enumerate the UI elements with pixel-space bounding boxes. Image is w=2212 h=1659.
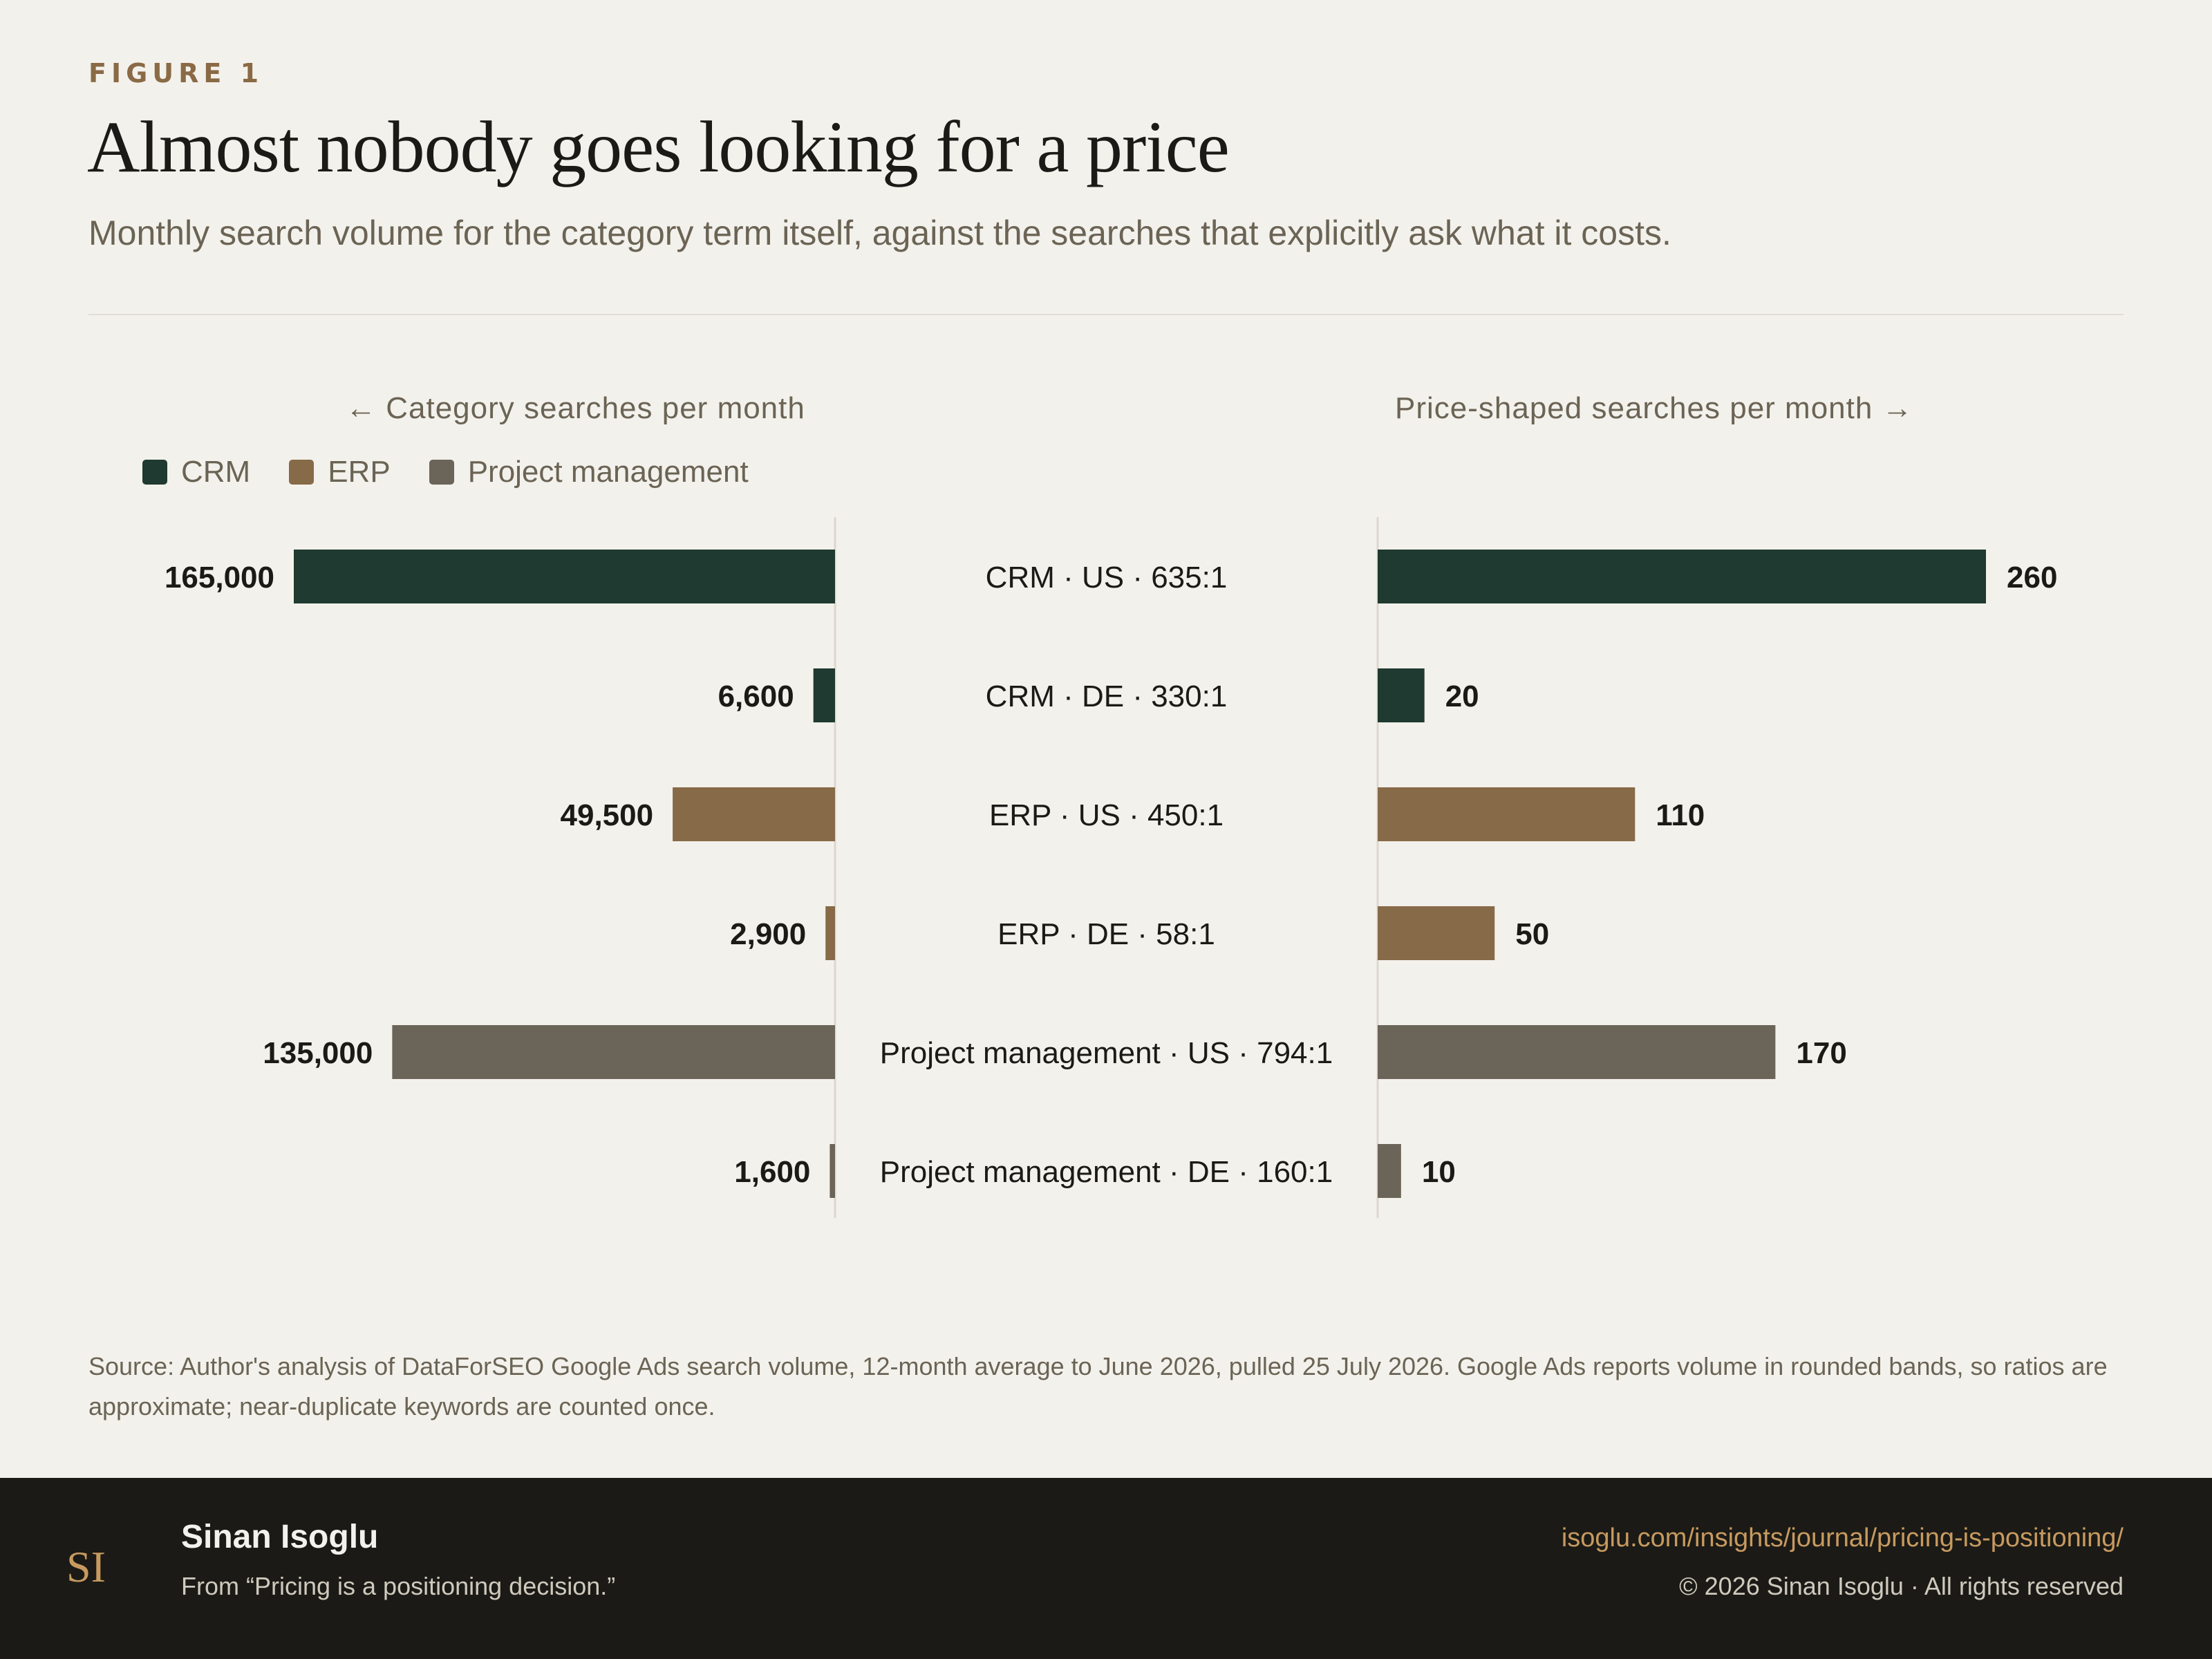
- category-label-1: CRM · DE · 330:1: [986, 679, 1228, 713]
- legend-swatch-erp: [289, 460, 315, 485]
- legend-swatch-crm: [142, 460, 167, 485]
- divider: [88, 314, 2124, 315]
- right-value-label-3: 50: [1515, 917, 1549, 951]
- right-bar-2: [1378, 787, 1635, 841]
- monogram-logo: SI: [66, 1542, 106, 1591]
- legend-label-project-management: Project management: [467, 455, 749, 489]
- legend: CRM ERP Project management: [142, 455, 787, 489]
- right-bar-1: [1378, 668, 1425, 722]
- left-bar-0: [294, 550, 835, 603]
- right-value-label-4: 170: [1796, 1036, 1846, 1070]
- category-label-2: ERP · US · 450:1: [989, 798, 1224, 832]
- category-label-0: CRM · US · 635:1: [986, 561, 1228, 594]
- right-bar-5: [1378, 1144, 1401, 1198]
- legend-swatch-project-management: [429, 460, 454, 485]
- chart-subtitle: Monthly search volume for the category t…: [88, 214, 1671, 252]
- legend-label-erp: ERP: [328, 455, 391, 489]
- figure-label: FIGURE 1: [88, 58, 264, 88]
- category-label-3: ERP · DE · 58:1: [997, 917, 1215, 951]
- right-bar-3: [1378, 906, 1495, 960]
- left-value-label-3: 2,900: [730, 917, 806, 951]
- left-bar-4: [392, 1025, 835, 1079]
- legend-item-erp: ERP: [289, 455, 391, 489]
- right-bar-0: [1378, 550, 1986, 603]
- right-value-label-0: 260: [2007, 561, 2057, 594]
- right-value-label-1: 20: [1445, 679, 1479, 713]
- article-link[interactable]: isoglu.com/insights/journal/pricing-is-p…: [1561, 1524, 2124, 1553]
- left-axis-heading: ← Category searches per month: [346, 391, 805, 425]
- right-value-label-2: 110: [1656, 798, 1705, 832]
- left-value-label-4: 135,000: [263, 1036, 373, 1070]
- right-bar-4: [1378, 1025, 1776, 1079]
- author-name: Sinan Isoglu: [181, 1519, 379, 1555]
- left-value-label-1: 6,600: [718, 679, 794, 713]
- source-note: Source: Author's analysis of DataForSEO …: [88, 1352, 2108, 1421]
- legend-label-crm: CRM: [181, 455, 251, 489]
- left-value-label-5: 1,600: [734, 1155, 810, 1189]
- butterfly-bar-chart: 165,000 260 CRM · US · 635:1 6,600 20 CRM · D…: [165, 517, 2057, 1218]
- left-bar-1: [813, 668, 835, 722]
- legend-item-crm: CRM: [142, 455, 250, 489]
- right-value-label-5: 10: [1422, 1155, 1456, 1189]
- footer: SI Sinan Isoglu From “Pricing is a posit…: [0, 1478, 2212, 1659]
- right-axis-heading: Price-shaped searches per month →: [1395, 391, 1913, 425]
- article-reference: From “Pricing is a positioning decision.…: [181, 1572, 616, 1600]
- left-bar-5: [830, 1144, 835, 1198]
- left-value-label-2: 49,500: [561, 798, 654, 832]
- legend-item-project-management: Project management: [429, 455, 749, 489]
- left-bar-2: [673, 787, 835, 841]
- left-bar-3: [825, 906, 835, 960]
- copyright: © 2026 Sinan Isoglu · All rights reserve…: [1679, 1572, 2124, 1600]
- monogram-text: SI: [66, 1542, 106, 1591]
- left-value-label-0: 165,000: [165, 561, 274, 594]
- category-label-5: Project management · DE · 160:1: [880, 1155, 1333, 1189]
- chart-title: Almost nobody goes looking for a price: [87, 106, 1230, 187]
- category-label-4: Project management · US · 794:1: [880, 1036, 1333, 1070]
